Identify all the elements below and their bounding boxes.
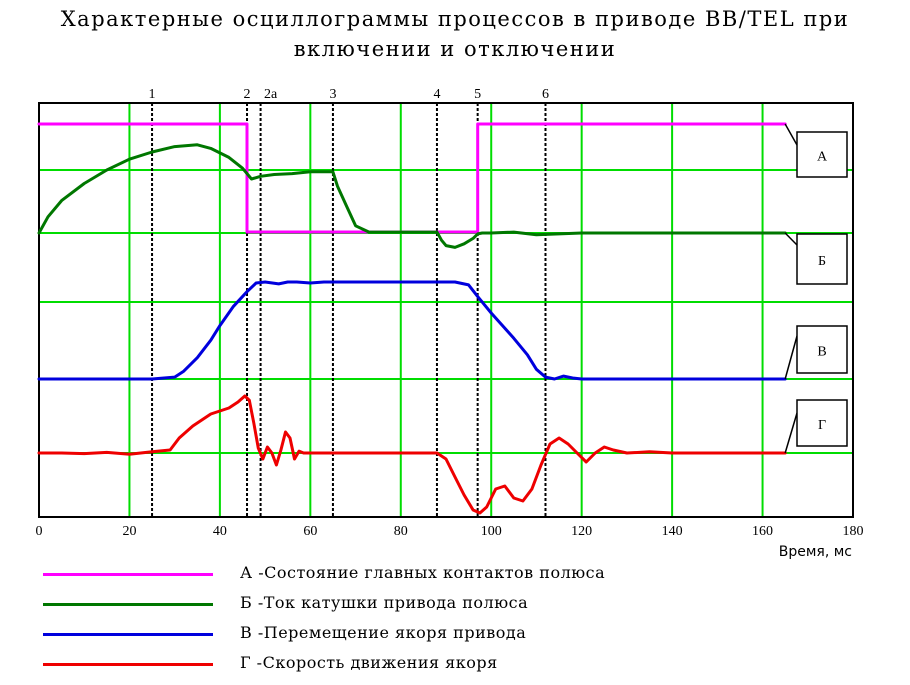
event-marker-label: 3 [329, 87, 336, 102]
series-label-connector [784, 232, 798, 246]
series-label-box [796, 233, 848, 285]
x-tick-label: 20 [122, 524, 136, 539]
series-line-v [37, 280, 787, 381]
event-marker-label: 2а [264, 87, 278, 102]
x-tick-label: 140 [662, 524, 683, 539]
series-line-b [37, 143, 787, 249]
chart-title: Характерные осциллограммы процессов в пр… [0, 4, 910, 64]
plot-frame [38, 102, 854, 518]
event-marker-label: 2 [244, 87, 251, 102]
legend-swatch-v [43, 633, 213, 636]
series-label-text: В [817, 345, 826, 360]
event-marker-label: 6 [542, 87, 549, 102]
legend-item-g: Г -Скорость движения якоря [40, 650, 900, 680]
x-tick-label: 0 [36, 524, 43, 539]
legend-swatch-a [43, 573, 213, 576]
series-label-box [796, 399, 848, 447]
legend-label-v: В -Перемещение якоря привода [240, 623, 527, 642]
x-tick-label: 60 [303, 524, 317, 539]
chart-title-line-1: Характерные осциллограммы процессов в пр… [60, 7, 850, 31]
legend-item-a: А -Состояние главных контактов полюса [40, 560, 900, 590]
chart-title-line-2: включении и отключении [293, 37, 617, 61]
legend-item-b: Б -Ток катушки привода полюса [40, 590, 900, 620]
x-tick-label: 120 [571, 524, 592, 539]
x-tick-label: 180 [843, 524, 864, 539]
series-label-box [796, 131, 848, 178]
series-line-a [37, 122, 787, 234]
legend-swatch-b [43, 603, 213, 606]
legend-item-v: В -Перемещение якоря привода [40, 620, 900, 650]
series-label-connector [784, 412, 798, 454]
x-tick-label: 160 [752, 524, 773, 539]
series-label-text: А [817, 150, 828, 165]
series-label-box [796, 325, 848, 374]
series-label-connector [784, 335, 798, 380]
series-label-text: Г [818, 418, 826, 433]
oscillogram-chart: 0 20 40 60 80 100 120 140 160 180 Время, мс 1 2 2а 3 4 5… [36, 87, 864, 560]
event-marker-label: 1 [149, 87, 156, 102]
legend: А -Состояние главных контактов полюса Б … [40, 560, 900, 680]
series-line-g [37, 394, 787, 515]
event-marker-label: 5 [474, 87, 481, 102]
legend-swatch-g [43, 663, 213, 666]
series-label-connector [784, 123, 798, 146]
x-axis-label: Время, мс [779, 544, 852, 560]
x-tick-label: 100 [481, 524, 502, 539]
x-tick-label: 40 [213, 524, 227, 539]
legend-label-b: Б -Ток катушки привода полюса [240, 593, 529, 612]
legend-label-a: А -Состояние главных контактов полюса [240, 563, 606, 582]
x-tick-label: 80 [394, 524, 408, 539]
legend-label-g: Г -Скорость движения якоря [240, 653, 498, 672]
event-marker-label: 4 [433, 87, 440, 102]
series-label-text: Б [818, 254, 826, 269]
